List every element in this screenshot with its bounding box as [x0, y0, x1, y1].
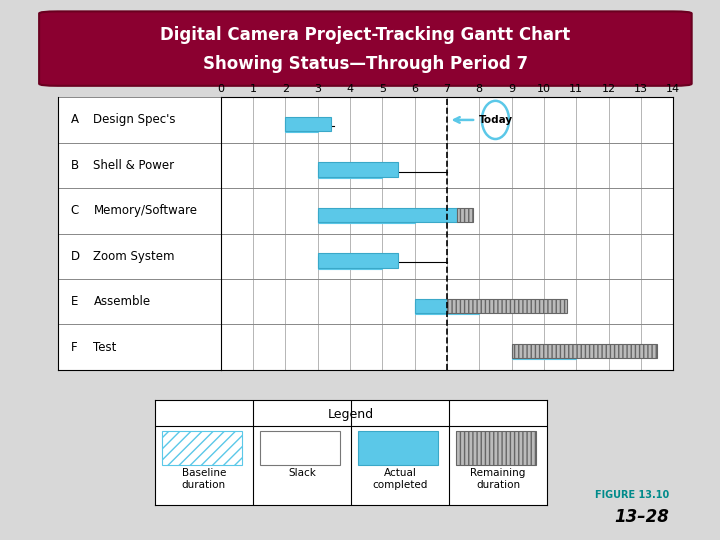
Bar: [260, 431, 341, 465]
Bar: [415, 302, 480, 314]
Text: Memory/Software: Memory/Software: [94, 204, 197, 217]
Text: B: B: [71, 159, 78, 172]
Text: Remaining
duration: Remaining duration: [470, 468, 526, 490]
Text: Today: Today: [478, 115, 513, 125]
Text: Zoom System: Zoom System: [94, 250, 175, 263]
Text: Assemble: Assemble: [94, 295, 150, 308]
FancyBboxPatch shape: [39, 11, 692, 86]
Text: Design Spec's: Design Spec's: [94, 113, 176, 126]
Bar: [358, 431, 438, 465]
Text: Actual
completed: Actual completed: [372, 468, 428, 490]
Text: 13–28: 13–28: [615, 509, 670, 526]
Bar: [162, 431, 242, 465]
Text: FIGURE 13.10: FIGURE 13.10: [595, 489, 670, 500]
Bar: [318, 163, 398, 177]
Bar: [447, 299, 567, 313]
Bar: [285, 120, 318, 132]
Bar: [318, 256, 382, 268]
Text: C: C: [71, 204, 79, 217]
Bar: [318, 165, 382, 178]
Bar: [318, 208, 456, 222]
Bar: [512, 344, 657, 359]
Text: Test: Test: [94, 341, 117, 354]
Bar: [318, 253, 398, 267]
Text: Legend: Legend: [328, 408, 374, 421]
Bar: [415, 299, 447, 313]
Text: Showing Status—Through Period 7: Showing Status—Through Period 7: [203, 55, 528, 73]
Text: Shell & Power: Shell & Power: [94, 159, 175, 172]
Text: E: E: [71, 295, 78, 308]
Bar: [318, 211, 415, 223]
Bar: [456, 208, 473, 222]
Bar: [512, 347, 576, 360]
Text: D: D: [71, 250, 80, 263]
Bar: [456, 431, 536, 465]
Text: A: A: [71, 113, 78, 126]
Text: Digital Camera Project-Tracking Gantt Chart: Digital Camera Project-Tracking Gantt Ch…: [161, 25, 570, 44]
Bar: [285, 117, 330, 131]
Text: F: F: [71, 341, 77, 354]
Text: Slack: Slack: [288, 468, 316, 478]
Text: Baseline
duration: Baseline duration: [181, 468, 226, 490]
